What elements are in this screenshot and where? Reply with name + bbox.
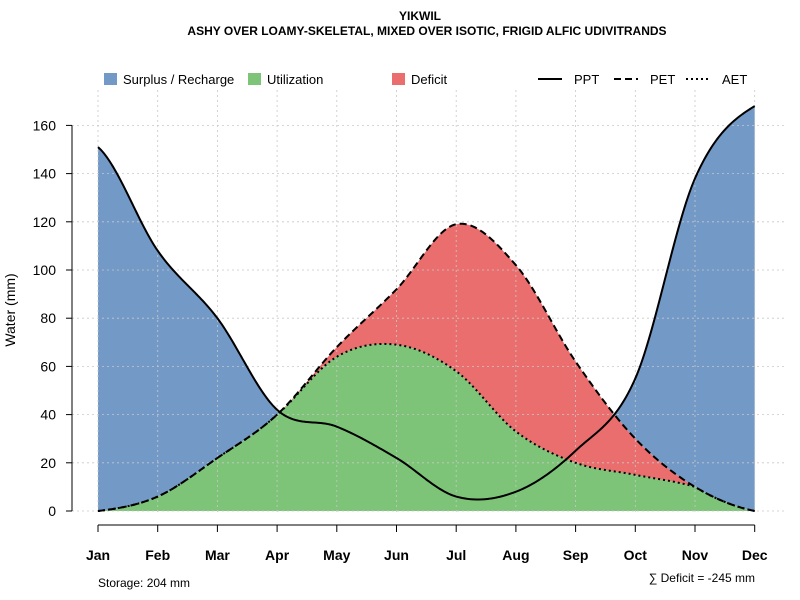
legend-label: PET — [650, 72, 675, 87]
aet-line — [97, 342, 755, 512]
storage-annotation: Storage: 204 mm — [98, 576, 190, 590]
axes: 0 20 40 60 80 100 120 140 160 Jan Feb Mar Apr May Jun J… — [33, 117, 768, 563]
x-tick-label: May — [323, 547, 350, 563]
surplus-area — [98, 106, 755, 512]
chart-title: YIKWIL — [399, 9, 441, 23]
x-tick-label: Feb — [145, 547, 170, 563]
y-tick-label: 40 — [40, 407, 56, 423]
y-tick-label: 80 — [40, 310, 56, 326]
y-tick-label: 160 — [33, 117, 57, 133]
x-tick-label: Jun — [384, 547, 409, 563]
chart-subtitle: ASHY OVER LOAMY-SKELETAL, MIXED OVER ISO… — [187, 24, 666, 38]
x-tick-label: Nov — [682, 547, 709, 563]
legend-swatch — [392, 73, 405, 85]
legend-label: Utilization — [267, 72, 323, 87]
water-regions — [98, 106, 755, 512]
ppt-line — [97, 105, 756, 501]
y-tick-label: 120 — [33, 214, 57, 230]
pet-line — [97, 222, 755, 512]
y-tick-label: 100 — [33, 262, 57, 278]
x-tick-label: Aug — [502, 547, 529, 563]
chart-legend: Surplus / Recharge Utilization Deficit PPT P… — [104, 72, 747, 87]
legend-label: Surplus / Recharge — [123, 72, 234, 87]
deficit-annotation: ∑ Deficit = -245 mm — [649, 571, 755, 585]
x-tick-label: Jan — [86, 547, 110, 563]
x-tick-label: Apr — [265, 547, 290, 563]
legend-swatch — [104, 73, 117, 85]
y-tick-label: 140 — [33, 166, 57, 182]
deficit-area — [98, 223, 755, 512]
legend-label: AET — [722, 72, 747, 87]
legend-label: PPT — [574, 72, 599, 87]
x-tick-label: Oct — [624, 547, 648, 563]
legend-label: Deficit — [411, 72, 448, 87]
y-tick-label: 20 — [40, 455, 56, 471]
y-axis-label: Water (mm) — [2, 273, 18, 346]
x-tick-label: Jul — [446, 547, 466, 563]
x-tick-label: Sep — [563, 547, 589, 563]
y-tick-label: 0 — [48, 503, 56, 519]
y-tick-label: 60 — [40, 358, 56, 374]
grid-lines — [72, 90, 785, 515]
legend-swatch — [248, 73, 261, 85]
x-tick-label: Mar — [205, 547, 230, 563]
series-lines — [97, 105, 756, 512]
x-tick-label: Dec — [742, 547, 768, 563]
utilization-area — [98, 343, 755, 511]
